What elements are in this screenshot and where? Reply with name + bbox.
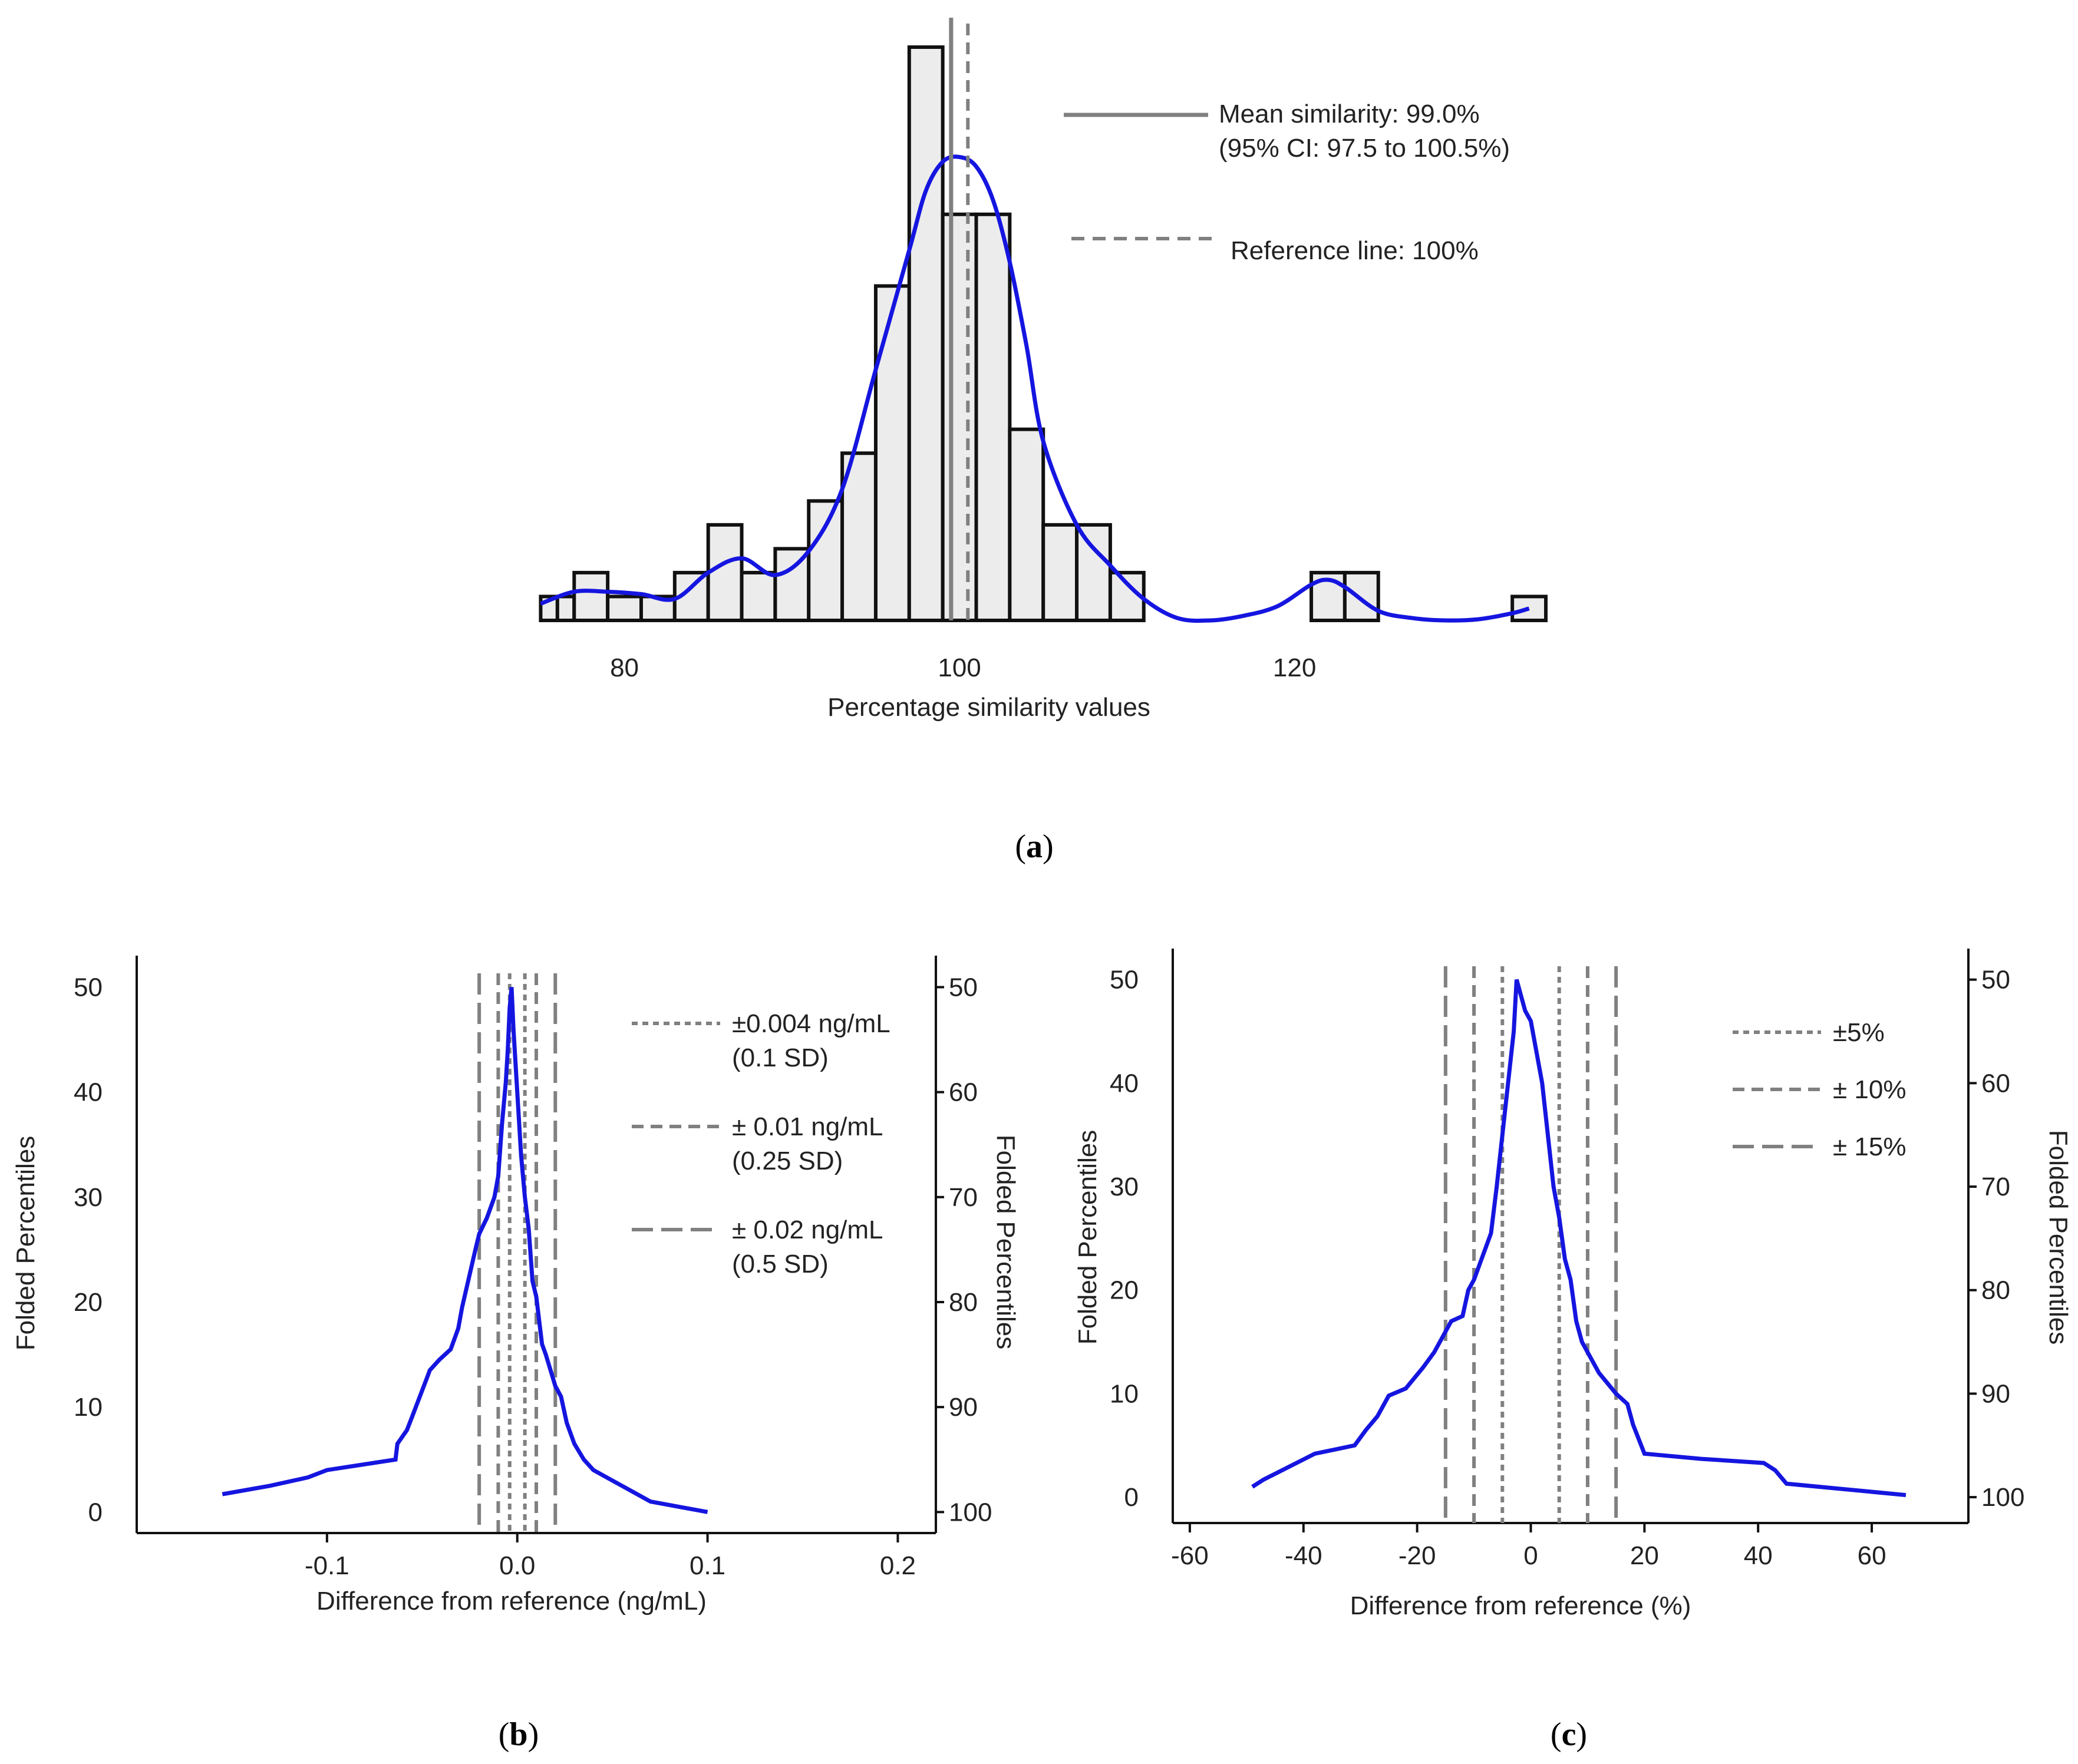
histogram-bar [840,451,878,622]
x-tick-label: 0.2 [880,1551,916,1580]
histogram-bar [555,594,576,622]
y-tick-label-right: 50 [1981,966,2010,995]
x-tick-label: 20 [1630,1541,1659,1570]
panel-a-histogram: 80 100 120 Percentage similarity values Me… [539,18,1548,865]
y-tick-label-right: 60 [1981,1069,2010,1098]
x-tick-label: 80 [610,653,639,682]
x-tick-label: -20 [1398,1541,1436,1570]
legend-label: ± 0.01 ng/mL [732,1112,883,1141]
x-tick-label: -40 [1285,1541,1322,1570]
y-tick-label-left: 0 [1124,1483,1139,1512]
y-tick-label-right: 80 [1981,1276,2010,1305]
y-tick-label-left: 40 [74,1078,103,1107]
histogram-bar [1510,594,1548,622]
y-axis-label-left: Folded Percentiles [1073,1130,1102,1345]
y-tick-label-left: 20 [1110,1276,1139,1305]
y-tick-label-left: 50 [74,973,103,1002]
y-tick-label-left: 30 [1110,1172,1139,1201]
x-tick-label: 40 [1744,1541,1773,1570]
x-tick-label: -0.1 [305,1551,349,1580]
histogram-bar [941,212,978,622]
histogram-bar [606,594,643,622]
legend-label: ± 0.02 ng/mL [732,1215,883,1244]
histogram-bar [706,523,744,622]
legend-mean-label: Mean similarity: 99.0% [1219,100,1480,128]
legend-label: ±0.004 ng/mL [732,1009,890,1038]
y-tick-label-right: 90 [1981,1379,2010,1408]
panel-c-mountain-plot: -60 -40 -20 0 20 40 60 0 10 20 30 40 50 50 60 70 80 90 100… [1073,949,2073,1753]
x-axis-label: Difference from reference (ng/mL) [316,1587,707,1616]
x-axis-label: Difference from reference (%) [1350,1591,1691,1620]
series-line [1251,979,1907,1498]
legend-label: ±5% [1833,1018,1885,1047]
y-tick-label-right: 60 [949,1078,978,1107]
y-axis-label-left: Folded Percentiles [11,1136,40,1350]
histogram-bar [873,284,911,622]
x-tick-label: -60 [1171,1541,1209,1570]
histogram-bar [572,570,610,623]
caption-a: (a) [1015,828,1053,865]
histogram-bar [1008,427,1045,623]
series-line [222,987,708,1514]
y-tick-label-left: 50 [1110,966,1139,995]
y-tick-label-right: 50 [949,973,978,1002]
y-tick-label-right: 70 [1981,1172,2010,1201]
caption-b: (b) [499,1716,539,1753]
y-tick-label-right: 100 [949,1498,992,1527]
histogram-bar [974,212,1012,622]
x-tick-label: 100 [938,653,981,682]
y-tick-label-left: 30 [74,1183,103,1212]
y-axis-label-right: Folded Percentiles [2044,1130,2073,1345]
density-curve [540,154,1530,623]
y-tick-label-left: 10 [74,1393,103,1422]
legend-mean-ci: (95% CI: 97.5 to 100.5%) [1219,134,1510,163]
legend-a: Mean similarity: 99.0% (95% CI: 97.5 to … [1064,100,1510,265]
y-tick-label-right: 70 [949,1183,978,1212]
legend-c: ±5% ± 10% ± 15% [1733,1018,1906,1161]
x-tick-label: 120 [1273,653,1316,682]
x-tick-label: 0 [1523,1541,1538,1570]
x-tick-label: 0.1 [690,1551,725,1580]
legend-label: ± 10% [1833,1075,1906,1104]
y-tick-label-left: 20 [74,1288,103,1317]
histogram-bar [1343,570,1380,623]
y-tick-label-right: 100 [1981,1483,2024,1512]
histogram-bar [807,499,845,623]
y-tick-label-left: 10 [1110,1379,1139,1408]
panel-b-mountain-plot: -0.1 0.0 0.1 0.2 0 10 20 30 40 50 50 60 70 80 90 100 Di… [11,956,1020,1753]
legend-label: ± 15% [1833,1132,1906,1161]
histogram-bar [1075,523,1112,622]
y-axis-label-right: Folded Percentiles [991,1135,1020,1349]
y-tick-label-left: 40 [1110,1069,1139,1098]
histogram-bar [1041,523,1079,622]
histogram-bar [907,45,945,622]
y-tick-label-right: 80 [949,1288,978,1317]
legend-sublabel: (0.25 SD) [732,1147,843,1175]
y-tick-label-right: 90 [949,1393,978,1422]
caption-c: (c) [1551,1716,1587,1753]
legend-sublabel: (0.1 SD) [732,1043,829,1072]
legend-reference-label: Reference line: 100% [1231,236,1479,265]
x-tick-label: 60 [1858,1541,1886,1570]
x-tick-label: 0.0 [499,1551,535,1580]
x-axis-label: Percentage similarity values [827,693,1150,722]
histogram-bar [740,570,777,623]
legend-b: ±0.004 ng/mL (0.1 SD) ± 0.01 ng/mL (0.25 SD… [632,1009,890,1279]
legend-sublabel: (0.5 SD) [732,1250,829,1279]
y-tick-label-left: 0 [88,1498,103,1527]
